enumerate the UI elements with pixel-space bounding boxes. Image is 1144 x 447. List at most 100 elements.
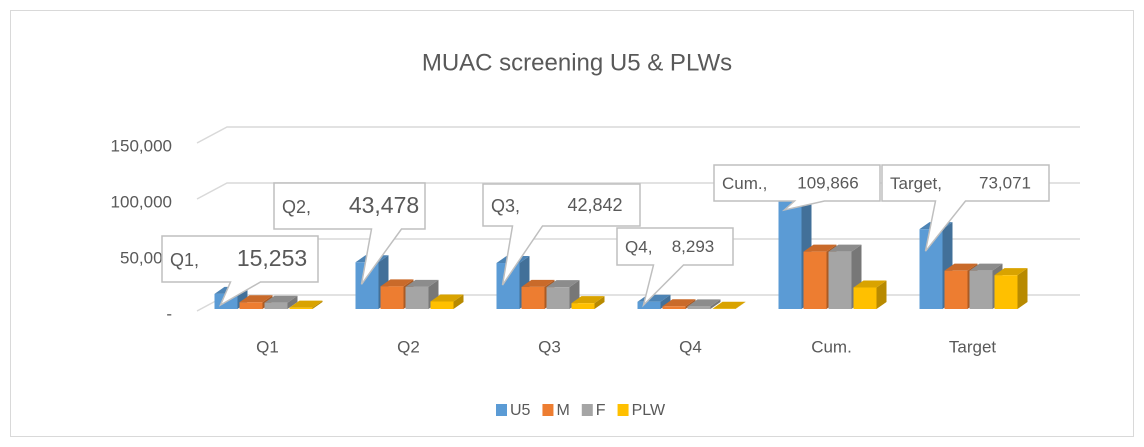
bar-front [828, 251, 852, 309]
bar-top [712, 301, 746, 309]
bar-top [289, 300, 323, 308]
bar-front [778, 187, 802, 309]
bar-front [571, 303, 595, 309]
y-tick-label: 150,000 [111, 136, 172, 155]
bar [264, 295, 298, 309]
bar-top [662, 299, 696, 307]
callout-category-text: Cum. [722, 174, 763, 193]
data-label: 109,866 [797, 173, 858, 192]
callout-separator: , [515, 196, 520, 216]
callout-shape [713, 164, 881, 212]
data-callout: Q1, 15,253 [161, 235, 319, 307]
bar-front [289, 307, 313, 309]
bar [289, 300, 323, 309]
bar-top [546, 280, 580, 288]
bar [571, 296, 605, 309]
bar-front [521, 286, 545, 309]
callout-category-text: Q2 [282, 197, 306, 217]
callout-category-text: Target [890, 174, 938, 193]
legend-swatch [617, 404, 629, 416]
bar [994, 268, 1028, 309]
callout-category: Q2, [282, 197, 311, 217]
bar-side [453, 294, 464, 309]
bar-top [239, 295, 273, 303]
chart-title: MUAC screening U5 & PLWs [422, 49, 732, 76]
data-callout: Q3, 42,842 [482, 183, 641, 286]
data-label: 73,071 [979, 173, 1031, 192]
callout-category: Q4, [625, 238, 652, 257]
bar-front [546, 287, 570, 309]
callout-shape [273, 182, 426, 285]
data-label: 15,253 [237, 245, 307, 271]
callout-category-text: Q3 [491, 196, 515, 216]
legend-label: M [556, 402, 569, 419]
bar-front [687, 306, 711, 309]
data-label: 43,478 [349, 192, 419, 218]
callout-shape [161, 235, 319, 307]
bar-side [876, 280, 887, 309]
callout-separator: , [937, 174, 942, 193]
data-label: 8,293 [672, 237, 715, 256]
bar-front [853, 287, 877, 309]
callout-separator: , [763, 174, 768, 193]
x-tick-label: Q2 [397, 337, 420, 356]
bar [496, 256, 530, 309]
bar-top [803, 244, 837, 252]
bar-side [710, 299, 721, 309]
bar-front [994, 275, 1018, 309]
bar-front [496, 263, 520, 309]
data-callout: Q2, 43,478 [273, 182, 426, 285]
bar [687, 299, 721, 309]
y-tick-label: - [166, 304, 172, 323]
legend-swatch [542, 404, 554, 416]
callout-category-text: Q1 [170, 250, 194, 270]
x-tick-label: Target [949, 337, 997, 356]
callout-category: Cum., [722, 174, 767, 193]
bar-side [594, 296, 605, 309]
bar-top [994, 268, 1028, 276]
callout-category-text: Q4 [625, 238, 648, 257]
bar-front [969, 270, 993, 309]
callout-category: Q1, [170, 250, 199, 270]
callout-separator: , [648, 238, 653, 257]
data-callout: Q4, 8,293 [616, 227, 734, 308]
bar-front [803, 251, 827, 309]
bar-top [405, 279, 439, 287]
grid-line [196, 126, 1080, 144]
x-tick-label: Cum. [811, 337, 852, 356]
callout-category: Target, [890, 174, 942, 193]
callout-shape [616, 227, 734, 308]
bar-front [405, 286, 429, 309]
bar-top [853, 280, 887, 288]
bar-side [735, 301, 746, 309]
bar-top [687, 299, 721, 307]
bar [430, 294, 464, 309]
bar-side [312, 300, 323, 309]
legend-swatch [581, 404, 593, 416]
bar [405, 279, 439, 309]
legend-swatch [496, 404, 507, 416]
bar-front [239, 302, 263, 309]
callout-separator: , [306, 197, 311, 217]
y-tick-label: 100,000 [111, 192, 172, 211]
bar-top [571, 296, 605, 304]
bar-front [430, 301, 454, 309]
bar-top [944, 263, 978, 271]
bar-front [264, 302, 288, 309]
callout-category: Q3, [491, 196, 520, 216]
callout-shape [881, 164, 1050, 252]
bar-top [969, 263, 1003, 271]
bar-front [380, 286, 404, 309]
x-tick-label: Q4 [679, 337, 702, 356]
bar-top [264, 295, 298, 303]
bar-top [380, 279, 414, 287]
bar-side [660, 294, 671, 309]
callout-separator: , [194, 250, 199, 270]
legend-label: F [596, 402, 606, 419]
bar [712, 301, 746, 309]
bar-front [637, 301, 661, 309]
data-callout: Target, 73,071 [881, 164, 1050, 252]
data-label: 42,842 [567, 195, 622, 215]
x-tick-label: Q3 [538, 337, 561, 356]
